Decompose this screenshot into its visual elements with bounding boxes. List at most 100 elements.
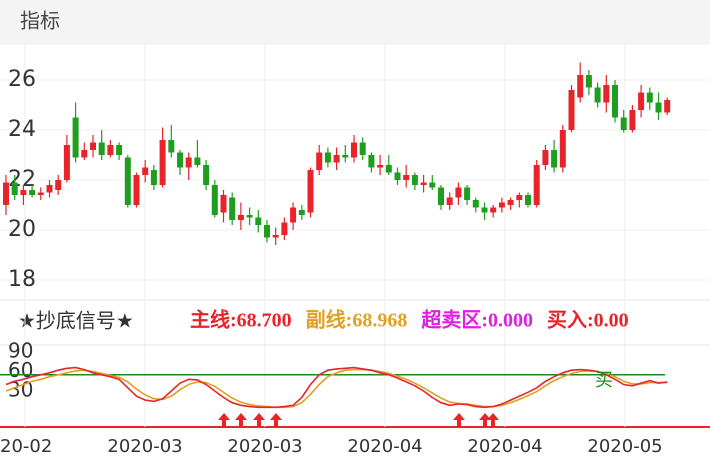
legend-entry: 副线:68.968 [306,308,408,332]
candle-body [551,150,558,168]
candle-body [194,157,201,165]
candle-body [107,145,114,155]
candle-body [455,187,462,198]
x-tick-label: 2020-04 [467,436,542,457]
candle-body [246,215,253,218]
candle-body [464,187,471,200]
x-tick-label: 20-02 [0,436,52,457]
annotation: 买 [595,370,613,391]
candle-body [142,167,149,175]
candle-body [394,172,401,180]
candle-body [37,192,44,195]
candle-body [63,145,70,180]
candle-body [429,182,436,188]
candle-body [11,182,18,195]
candle-body [3,182,9,205]
candle-body [585,75,592,88]
candle-body [55,180,62,190]
candle-body [159,140,166,185]
buy-signals [218,413,499,427]
candle-body [507,200,514,205]
candle-body [525,195,531,205]
candle-body [377,165,384,168]
candle-body [46,185,53,193]
candle-body [203,165,210,185]
candle-body [81,150,88,158]
candle-body [472,200,479,208]
x-tick-label: 2020-05 [587,436,662,457]
candle-body [559,130,566,168]
candle-body [229,197,236,220]
candle-body [150,170,157,185]
candle-body [185,157,192,168]
candle-body [403,175,410,180]
candle-body [255,217,262,225]
candle-body [220,195,227,213]
candle-body [646,92,653,103]
y-tick-label: 20 [8,217,36,242]
candle-body [594,87,601,103]
series-line [5,366,668,409]
candle-body [411,175,418,185]
candle-body [542,150,549,165]
candle-body [124,157,131,205]
candle-body [324,152,331,163]
candle-body [90,142,96,150]
candle-body [516,195,523,200]
x-tick-label: 2020-03 [227,436,302,457]
candle-body [316,152,323,170]
legend-entry: 主线:68.700 [190,308,292,332]
candle-body [20,190,27,195]
candle-body [664,100,671,113]
indicator-title: ★抄底信号★ [18,309,134,333]
candle-body [568,90,575,130]
candle-body [533,165,540,205]
candle-body [72,117,79,158]
candle-body [490,207,497,213]
candle-body [498,202,505,208]
candle-body [133,175,140,205]
candle-body [638,92,645,110]
y-tick-label: 26 [8,67,36,92]
candle-body [264,225,270,238]
x-tick-label: 2020-03 [107,436,182,457]
series-line [5,368,668,409]
candle-body [481,207,488,213]
candle-body [359,142,366,155]
y-tick-label: 18 [8,267,36,292]
candle-body [620,117,627,130]
candle-body [237,215,244,220]
legend-entry: 超卖区:0.000 [420,308,533,332]
candle-body [333,155,340,163]
y-tick-label: 24 [8,117,36,142]
legend-entry: 买入:0.00 [547,309,629,332]
candle-body [603,85,610,103]
candle-body [116,145,123,155]
candle-body [629,110,636,130]
candle-body [612,85,618,118]
candle-body [168,140,175,153]
candle-body [281,222,288,235]
candle-body [177,152,183,168]
candle-body [29,190,36,195]
candle-body [368,155,375,168]
candle-body [98,142,105,155]
candle-body [342,155,349,158]
candle-body [290,207,297,223]
header-bar [0,0,710,45]
candle-body [438,187,444,205]
candle-body [655,102,662,113]
header-title: 指标 [20,9,60,33]
y-tick-label: 90 [8,339,33,363]
candle-body [272,235,279,238]
candle-body [351,142,357,158]
candle-body [420,182,427,185]
candle-body [307,170,314,213]
candle-body [577,75,584,98]
candle-body [446,197,453,205]
candle-body [385,165,392,173]
x-tick-label: 2020-04 [347,436,422,457]
candle-body [211,185,218,215]
candle-body [298,210,305,215]
